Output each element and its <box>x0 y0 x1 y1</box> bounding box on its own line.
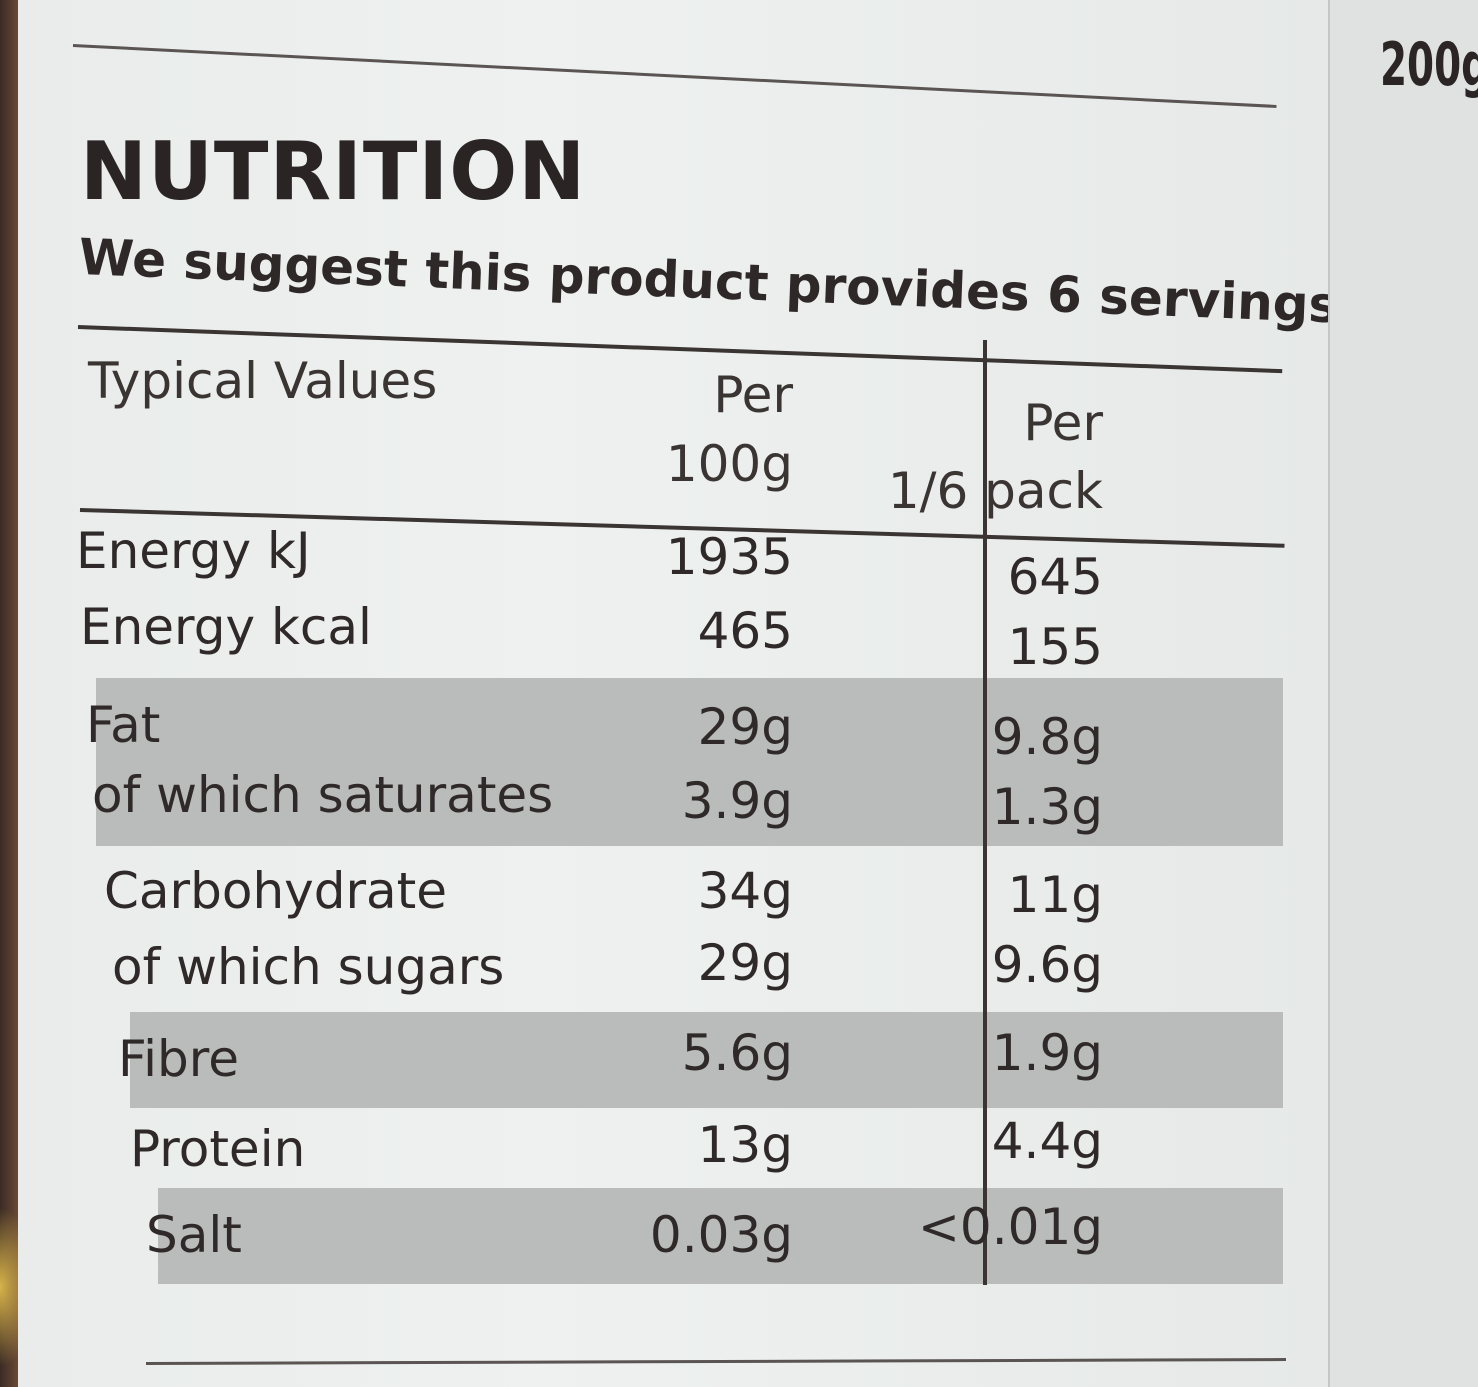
row-name-salt: Salt <box>146 1206 242 1264</box>
column-divider <box>983 340 987 1285</box>
row-per100-protein: 13g <box>697 1116 793 1174</box>
row-per100-salt: 0.03g <box>649 1206 793 1264</box>
bottom-rule <box>145 1358 1286 1365</box>
row-perpack-energy-kj: 645 <box>1007 548 1103 606</box>
row-per100-energy-kj: 1935 <box>665 528 793 586</box>
fibre-band <box>130 1012 1283 1108</box>
row-name-protein: Protein <box>130 1120 306 1178</box>
row-per100-carbohydrate: 34g <box>697 862 793 920</box>
row-perpack-fat: 9.8g <box>991 708 1103 766</box>
header-per-100g-line2: 100g <box>665 435 793 493</box>
net-weight: 200g <box>1380 30 1478 100</box>
nutrition-label: NUTRITION We suggest this product provid… <box>18 0 1340 1387</box>
header-per-pack-line2: 1/6 pack <box>887 462 1103 520</box>
row-perpack-carbohydrate: 11g <box>1007 866 1103 924</box>
row-name-fat: Fat <box>86 696 161 754</box>
header-per-100g-line1: Per <box>713 366 793 424</box>
row-perpack-protein: 4.4g <box>991 1112 1103 1170</box>
row-perpack-salt: <0.01g <box>918 1198 1103 1256</box>
salt-band <box>158 1188 1283 1284</box>
top-rule <box>72 44 1277 108</box>
row-perpack-energy-kcal: 155 <box>1007 618 1103 676</box>
row-name-saturates: of which saturates <box>92 766 554 824</box>
fat-band <box>96 678 1283 846</box>
row-name-energy-kj: Energy kJ <box>76 522 311 580</box>
header-typical-values: Typical Values <box>88 352 438 410</box>
nutrition-title: NUTRITION <box>80 125 587 218</box>
row-per100-energy-kcal: 465 <box>697 602 793 660</box>
row-perpack-sugars: 9.6g <box>991 936 1103 994</box>
servings-note: We suggest this product provides 6 servi… <box>77 228 1340 335</box>
row-per100-saturates: 3.9g <box>681 772 793 830</box>
row-perpack-saturates: 1.3g <box>991 778 1103 836</box>
row-name-energy-kcal: Energy kcal <box>80 598 372 656</box>
row-per100-fibre: 5.6g <box>681 1024 793 1082</box>
row-name-sugars: of which sugars <box>112 938 505 996</box>
row-perpack-fibre: 1.9g <box>991 1024 1103 1082</box>
row-name-fibre: Fibre <box>118 1030 239 1088</box>
row-per100-sugars: 29g <box>697 934 793 992</box>
adjacent-panel: 200g <box>1328 0 1478 1387</box>
header-per-pack-line1: Per <box>1023 394 1103 452</box>
row-name-carbohydrate: Carbohydrate <box>104 862 448 920</box>
row-per100-fat: 29g <box>697 698 793 756</box>
